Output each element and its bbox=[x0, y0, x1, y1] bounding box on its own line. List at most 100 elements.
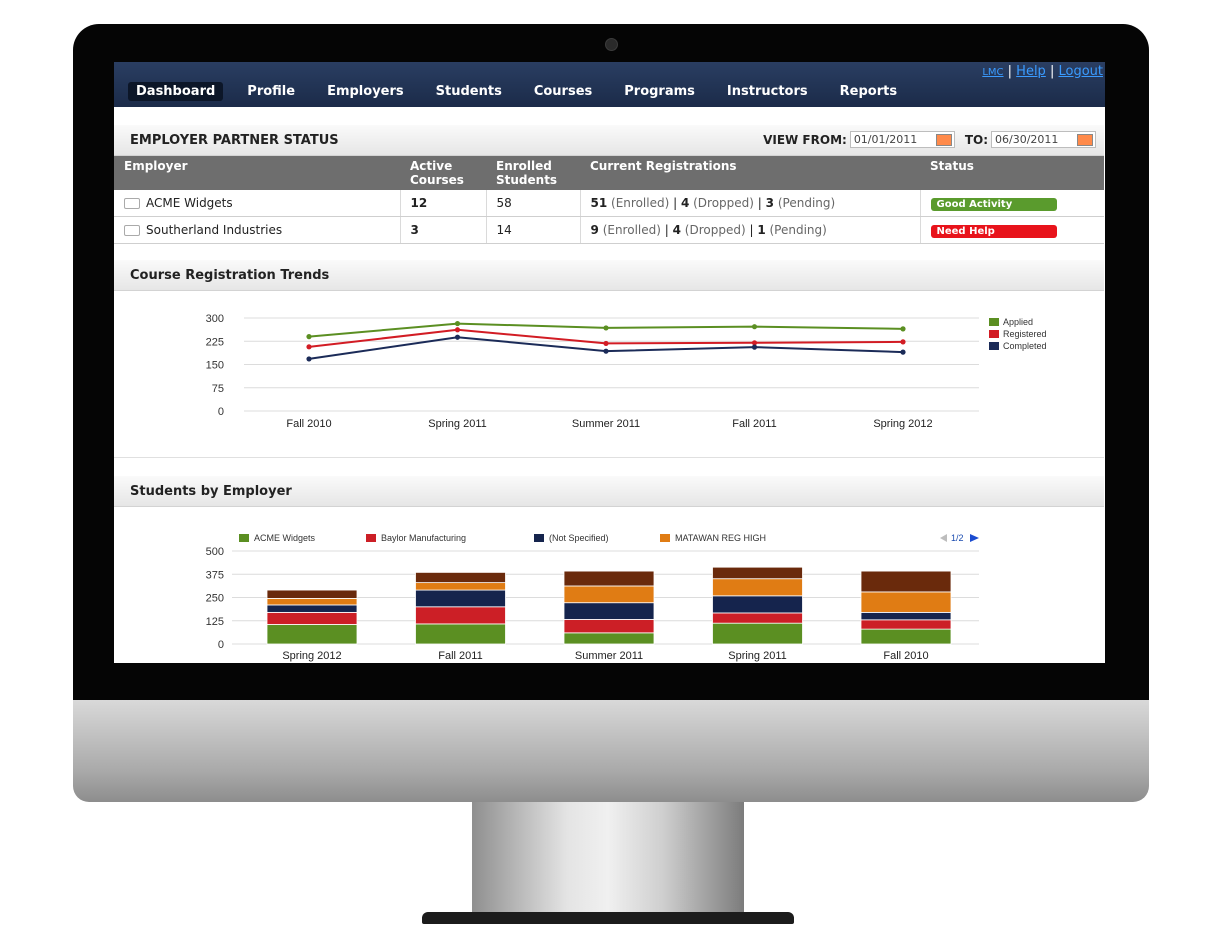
calendar-icon[interactable] bbox=[935, 134, 952, 146]
y-tick-label: 125 bbox=[206, 616, 224, 628]
pending-label: (Pending) bbox=[777, 196, 836, 210]
section-title: Students by Employer bbox=[130, 484, 292, 499]
bar-segment bbox=[415, 589, 506, 608]
bar-segment bbox=[266, 589, 358, 599]
enrolled-count: 51 bbox=[590, 196, 608, 210]
to-date-field[interactable]: 06/30/2011 bbox=[991, 131, 1096, 148]
y-tick-label: 0 bbox=[218, 406, 224, 418]
bar-segment bbox=[860, 570, 952, 593]
data-point bbox=[900, 349, 906, 355]
column-label: Active bbox=[410, 159, 453, 173]
link-separator: | bbox=[1049, 64, 1055, 79]
bar-segment bbox=[266, 604, 358, 613]
tab-courses[interactable]: Courses bbox=[533, 84, 593, 99]
x-tick-label: Fall 2011 bbox=[438, 650, 482, 662]
y-tick-label: 0 bbox=[218, 639, 224, 651]
status-cell: Good Activity bbox=[920, 190, 1104, 217]
calendar-icon[interactable] bbox=[1077, 134, 1093, 146]
pending-label: (Pending) bbox=[769, 223, 827, 237]
data-point bbox=[306, 334, 312, 340]
x-tick-label: Summer 2011 bbox=[572, 418, 640, 430]
y-tick-label: 375 bbox=[206, 569, 224, 581]
data-point bbox=[454, 334, 461, 340]
tab-profile[interactable]: Profile bbox=[247, 84, 296, 99]
section-title: EMPLOYER PARTNER STATUS bbox=[130, 133, 339, 148]
active-courses-cell: 3 bbox=[400, 216, 487, 244]
to-date-value: 06/30/2011 bbox=[995, 133, 1059, 146]
legend-label: (Not Specified) bbox=[549, 533, 609, 543]
monitor-stand-base bbox=[422, 912, 794, 924]
dropped-count: 4 bbox=[680, 196, 690, 210]
table-header-row: Employer Active Courses Enrolled Students … bbox=[114, 156, 1104, 190]
employer-cell[interactable]: ACME Widgets bbox=[114, 190, 401, 217]
bar-segment bbox=[860, 611, 952, 621]
y-tick-label: 500 bbox=[206, 546, 224, 558]
section-title: Course Registration Trends bbox=[130, 268, 330, 283]
data-point bbox=[306, 356, 312, 362]
status-badge: Good Activity bbox=[930, 197, 1057, 211]
column-active-courses: Active Courses bbox=[400, 156, 486, 190]
y-tick-label: 225 bbox=[206, 336, 224, 348]
bar-segment bbox=[563, 632, 655, 645]
tab-programs[interactable]: Programs bbox=[624, 84, 695, 99]
legend-swatch bbox=[989, 318, 999, 326]
monitor-chin bbox=[73, 700, 1149, 802]
from-date-value: 01/01/2011 bbox=[853, 133, 918, 146]
x-tick-label: Spring 2012 bbox=[282, 650, 341, 662]
legend-label: Baylor Manufacturing bbox=[381, 533, 466, 543]
tab-reports[interactable]: Reports bbox=[839, 84, 898, 99]
bar-segment bbox=[563, 585, 655, 604]
column-current-registrations: Current Registrations bbox=[580, 156, 920, 190]
to-label: TO: bbox=[964, 132, 988, 147]
comment-icon[interactable] bbox=[124, 198, 140, 209]
help-link[interactable]: Help bbox=[1016, 64, 1046, 79]
employer-status-header: EMPLOYER PARTNER STATUS VIEW FROM: 01/01… bbox=[114, 125, 1104, 156]
employer-name: Southerland Industries bbox=[146, 223, 283, 237]
pending-count: 1 bbox=[757, 223, 766, 237]
legend-label: Applied bbox=[1003, 317, 1033, 327]
account-links: LMC | Help | Logout bbox=[982, 64, 1103, 79]
bar-segment bbox=[266, 598, 358, 606]
top-navigation: LMC | Help | Logout Dashboard Profile Em… bbox=[114, 62, 1105, 107]
students-panel: Students by Employer 0 125 250 375 500 Spring… bbox=[114, 476, 1104, 663]
bar-segment bbox=[563, 602, 655, 620]
table-row[interactable]: ACME Widgets 12 58 51 (Enrolled) | 4 (Dr… bbox=[114, 190, 1104, 217]
bar-segment bbox=[563, 570, 655, 587]
lmc-link[interactable]: LMC bbox=[982, 67, 1004, 78]
x-tick-label: Fall 2010 bbox=[883, 650, 928, 662]
trends-header: Course Registration Trends bbox=[114, 260, 1104, 291]
tab-instructors[interactable]: Instructors bbox=[726, 84, 808, 99]
y-tick-label: 250 bbox=[206, 593, 224, 605]
y-tick-label: 150 bbox=[206, 360, 224, 372]
column-label: Enrolled bbox=[496, 159, 552, 173]
legend-swatch bbox=[989, 342, 999, 350]
data-point bbox=[603, 340, 609, 347]
employer-status-panel: EMPLOYER PARTNER STATUS VIEW FROM: 01/01… bbox=[114, 125, 1104, 244]
bar-segment bbox=[712, 622, 803, 645]
students-by-employer-chart: 0 125 250 375 500 Spring 2012 Fall 2011 Summer … bbox=[206, 533, 979, 662]
status-badge: Need Help bbox=[930, 224, 1057, 238]
employer-cell[interactable]: Southerland Industries bbox=[114, 216, 401, 244]
logout-link[interactable]: Logout bbox=[1058, 64, 1103, 79]
tab-dashboard[interactable]: Dashboard bbox=[128, 82, 224, 101]
enrolled-label: (Enrolled) bbox=[602, 223, 661, 237]
bar-segment bbox=[415, 623, 506, 645]
enrolled-students-cell: 58 bbox=[486, 190, 581, 217]
data-point bbox=[454, 327, 461, 333]
table-row[interactable]: Southerland Industries 3 14 9 (Enrolled)… bbox=[114, 216, 1104, 244]
data-point bbox=[603, 348, 609, 354]
data-point bbox=[900, 339, 906, 345]
bar-segment bbox=[860, 628, 952, 645]
tab-students[interactable]: Students bbox=[435, 84, 502, 99]
enrolled-label: (Enrolled) bbox=[611, 196, 670, 210]
trends-panel: Course Registration Trends 0 75 150 225 300 F… bbox=[114, 260, 1104, 458]
from-date-field[interactable]: 01/01/2011 bbox=[849, 131, 955, 148]
comment-icon[interactable] bbox=[124, 225, 140, 236]
legend-label: Registered bbox=[1003, 329, 1047, 339]
legend-swatch bbox=[989, 330, 999, 338]
screen: LMC | Help | Logout Dashboard Profile Em… bbox=[114, 62, 1105, 663]
main-tabs: Dashboard Profile Employers Students Cou… bbox=[128, 82, 921, 101]
x-tick-label: Summer 2011 bbox=[575, 650, 643, 662]
prev-page-icon bbox=[940, 534, 947, 542]
tab-employers[interactable]: Employers bbox=[327, 84, 404, 99]
